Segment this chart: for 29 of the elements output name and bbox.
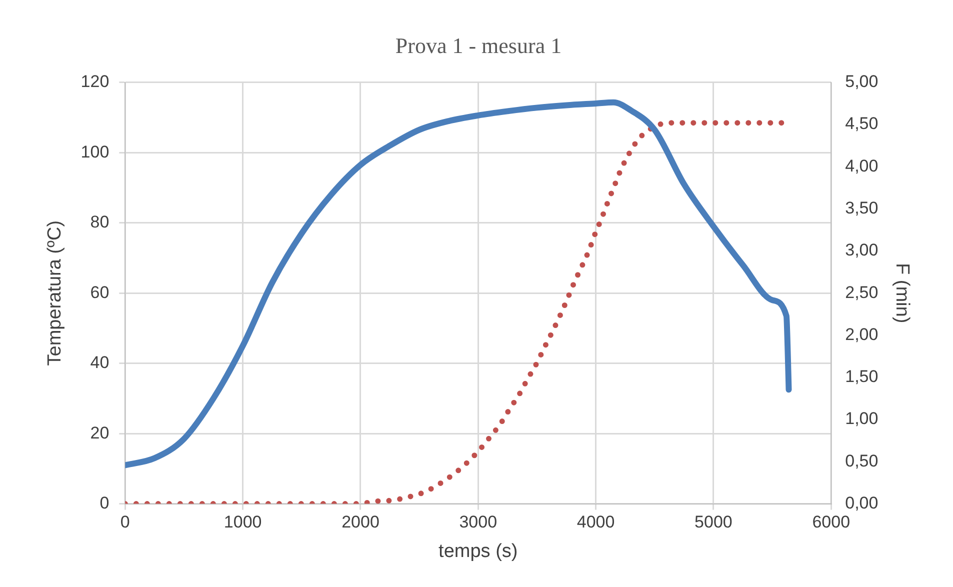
y-tick-label: 0 [100, 493, 110, 512]
x-tick-label: 0 [120, 512, 130, 532]
x-tick-label: 4000 [576, 512, 615, 532]
chart-title: Prova 1 - mesura 1 [395, 32, 562, 58]
x-tick-label: 2000 [342, 512, 380, 532]
y2-tick-label: 0,50 [845, 451, 878, 470]
y-tick-label: 60 [90, 282, 110, 302]
y2-tick-label: 2,50 [845, 282, 878, 302]
y2-tick-label: 1,50 [845, 367, 878, 386]
x-tick-label: 6000 [812, 512, 850, 532]
x-tick-label: 5000 [694, 512, 732, 532]
y-tick-label: 100 [80, 142, 110, 162]
y2-tick-label: 2,00 [845, 324, 878, 344]
x-tick-label: 1000 [224, 512, 262, 532]
y-tick-label: 20 [90, 423, 110, 442]
y2-tick-label: 1,00 [845, 409, 878, 428]
y2-tick-label: 4,00 [845, 156, 878, 176]
y2-tick-label: 5,00 [845, 72, 878, 92]
y-tick-label: 80 [90, 212, 110, 232]
y2-tick-label: 0,00 [845, 493, 878, 512]
y2-tick-label: 4,50 [845, 114, 878, 134]
y-tick-label: 120 [80, 72, 110, 92]
y-tick-label: 40 [90, 353, 110, 372]
x-tick-label: 3000 [459, 512, 498, 532]
y2-axis-title: F (min) [891, 263, 912, 324]
x-axis-title: temps (s) [438, 540, 518, 562]
y2-tick-label: 3,50 [845, 198, 878, 218]
y2-tick-label: 3,00 [845, 240, 878, 260]
y-axis-title: Temperatura (ºC) [44, 220, 66, 366]
